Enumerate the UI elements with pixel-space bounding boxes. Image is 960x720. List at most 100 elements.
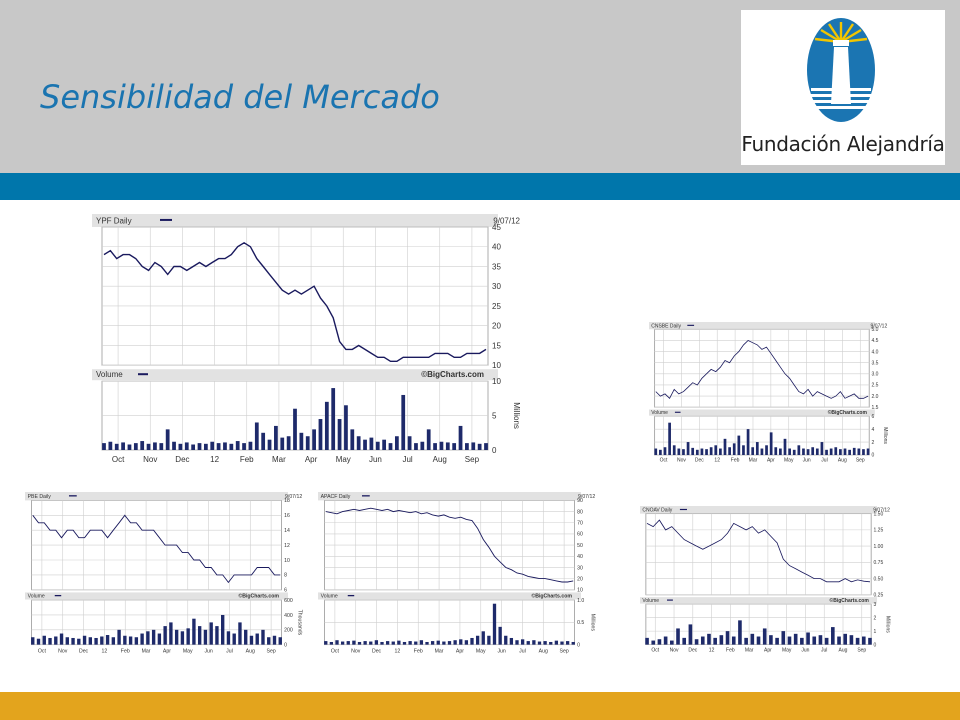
volume-bar [765,445,768,455]
volume-tick-label: 2 [874,615,877,621]
volume-bar [713,637,717,645]
volume-bar [812,636,817,645]
volume-bar [458,425,463,450]
volume-bar [750,633,755,645]
volume-bar [134,637,139,645]
volume-bar [792,449,796,455]
volume-bar [453,640,457,645]
price-title-bar [92,214,498,227]
volume-bar [140,633,144,645]
volume-bar [374,640,379,645]
volume-bar [719,635,724,645]
volume-bar [829,448,833,455]
month-label: May [336,455,351,464]
volume-bar [197,443,202,450]
volume-bar [471,442,476,450]
chart-title: YPF Daily [96,216,132,225]
volume-bar [191,444,196,450]
volume-bar [223,442,227,450]
price-tick-label: 10 [492,361,501,370]
month-label: 12 [395,648,401,654]
volume-bar [806,449,810,455]
volume-bar [663,636,668,645]
volume-bar [543,641,547,645]
volume-title-bar [649,409,875,416]
month-label: Mar [272,455,286,464]
chart-credit: ©BigCharts.com [238,593,279,600]
month-label: Jul [821,648,827,654]
volume-bar [824,637,829,645]
volume-bar [209,622,213,645]
month-label: Sep [267,648,276,654]
month-label: Nov [351,648,361,654]
volume-bar [515,640,519,645]
volume-tick-label: 0 [874,642,877,648]
volume-bar [77,638,81,645]
volume-bar [344,405,348,450]
volume-bar [465,443,469,450]
legend-swatch [687,324,695,326]
volume-bar [481,631,485,645]
month-label: Sep [465,455,480,464]
volume-bar [180,631,185,645]
volume-bar [108,441,113,450]
price-plot-area [645,513,872,596]
volume-bar [272,635,277,645]
volume-bar [391,641,395,645]
volume-bar [732,443,736,455]
price-tick-label: 1.25 [874,528,884,534]
volume-bar [414,641,418,645]
volume-unit-label: Thousands [296,610,302,636]
volume-bar [818,635,823,645]
volume-tick-label: 6 [871,414,874,420]
volume-bar [254,422,259,450]
month-label: Oct [651,648,659,654]
volume-bar [645,637,649,645]
volume-tick-label: 2 [871,440,874,446]
volume-bar [385,641,390,645]
volume-bar [267,637,271,645]
volume-bar [714,445,718,455]
volume-bar [802,448,805,455]
volume-bar [549,641,553,645]
volume-bar [278,637,282,645]
volume-bar [676,628,680,645]
volume-bar [695,449,699,455]
volume-title-bar [318,592,582,600]
chart-date: 9/07/12 [871,323,888,329]
volume-bar [127,444,132,450]
volume-bar [475,635,480,645]
volume-bar [769,635,773,645]
volume-bar [781,631,786,645]
volume-bar [425,641,429,645]
month-label: Feb [726,648,735,654]
price-tick-label: 30 [577,565,583,571]
volume-bar [184,442,189,450]
month-label: Jun [801,648,809,654]
price-tick-label: 40 [492,243,501,252]
legend-swatch [68,495,77,497]
volume-bar [756,636,761,645]
volume-tick-label: 400 [284,613,293,619]
volume-bar [657,639,662,645]
volume-bar [163,626,167,645]
volume-bar [492,603,497,645]
volume-bar [843,448,847,455]
volume-bar [504,635,508,645]
volume-tick-label: 3 [874,602,877,608]
price-tick-label: 20 [492,322,501,331]
price-plot-area [101,226,489,366]
volume-bar [102,443,106,450]
volume-bar [760,448,764,455]
volume-bar [843,633,848,645]
lighthouse-icon [807,18,875,122]
volume-bar [700,448,704,455]
volume-bar [762,628,767,645]
volume-bar [509,637,514,645]
volume-bar [394,436,399,450]
volume-bar [788,448,791,455]
volume-bar [688,624,693,645]
volume-bar [324,401,329,450]
price-tick-label: 4.0 [871,349,878,355]
price-series-line [646,519,871,583]
